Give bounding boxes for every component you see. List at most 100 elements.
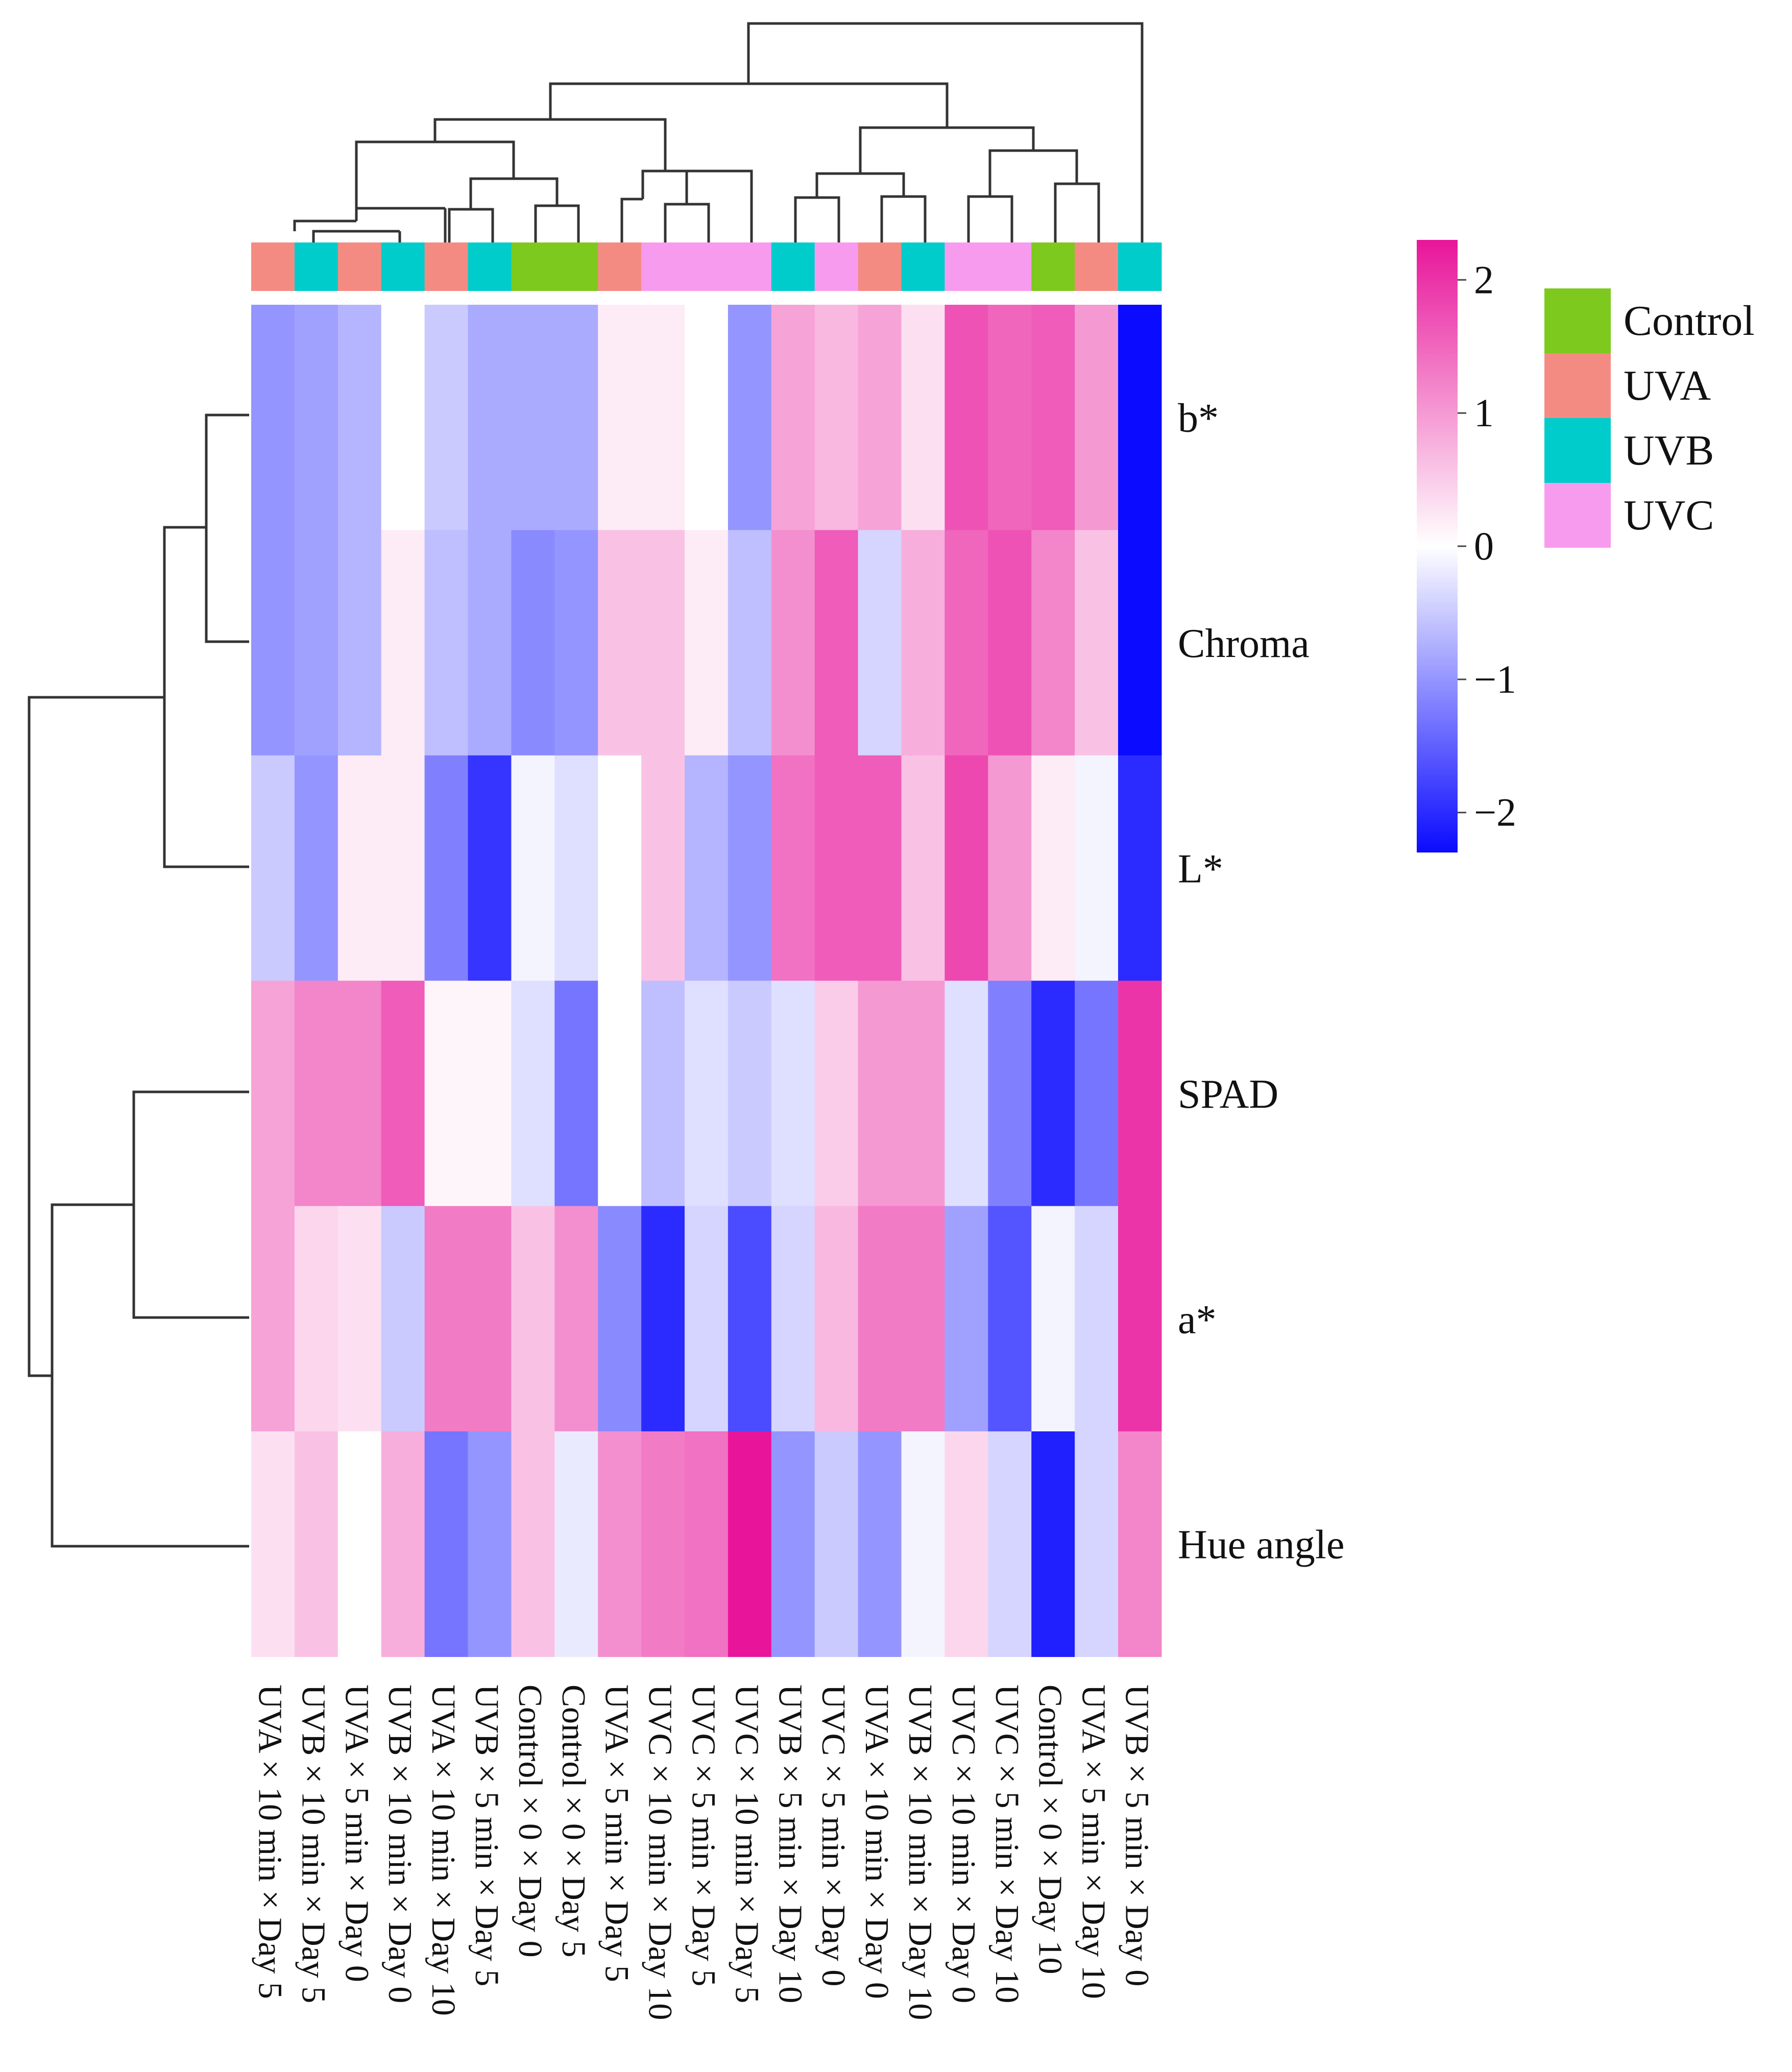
heatmap-cell: [554, 755, 598, 981]
heatmap-cell: [858, 305, 902, 530]
heatmap-cell: [511, 981, 555, 1207]
heatmap-cell: [988, 755, 1032, 981]
colorbar-tick-label: 1: [1474, 391, 1494, 435]
heatmap-cell: [1118, 981, 1162, 1207]
row-label: L*: [1178, 847, 1223, 892]
heatmap-cell: [641, 755, 685, 981]
heatmap-cell: [814, 981, 859, 1207]
heatmap-cell: [424, 530, 469, 756]
heatmap-cell: [468, 1431, 512, 1657]
heatmap-cell: [511, 1431, 555, 1657]
heatmap-cell: [468, 755, 512, 981]
heatmap-cell: [511, 305, 555, 530]
group-strip-cell: [988, 242, 1032, 291]
heatmap-cell: [424, 305, 469, 530]
column-label: UVA × 10 min × Day 0: [858, 1685, 895, 1999]
heatmap-cell: [988, 981, 1032, 1207]
heatmap-cell: [337, 305, 382, 530]
heatmap-cell: [901, 1431, 945, 1657]
heatmap-cell: [424, 1206, 469, 1432]
column-label: UVC × 5 min × Day 10: [988, 1685, 1026, 2003]
heatmap-cell: [294, 755, 338, 981]
group-strip-cell: [685, 242, 729, 291]
row-label: SPAD: [1178, 1072, 1278, 1117]
group-legend: Control UVA UVB UVC: [1544, 288, 1755, 548]
heatmap-cell: [294, 981, 338, 1207]
heatmap-cell: [771, 1206, 815, 1432]
heatmap-cell: [858, 1431, 902, 1657]
row-label: b*: [1178, 396, 1219, 441]
heatmap-cell: [685, 1206, 729, 1432]
heatmap-cell: [685, 981, 729, 1207]
group-strip-cell: [1075, 242, 1119, 291]
colorbar: [1417, 240, 1458, 852]
heatmap-cell: [1031, 981, 1075, 1207]
group-strip-cell: [511, 242, 555, 291]
heatmap-cell: [1031, 1431, 1075, 1657]
heatmap-cell: [814, 305, 859, 530]
heatmap-cell: [598, 1431, 642, 1657]
group-strip-cell: [1031, 242, 1075, 291]
heatmap-cell: [945, 981, 988, 1207]
heatmap-cell: [1118, 1431, 1162, 1657]
heatmap-cell: [858, 1206, 902, 1432]
heatmap-cell: [901, 305, 945, 530]
heatmap-cell: [337, 1206, 382, 1432]
heatmap-cell: [294, 1431, 338, 1657]
legend-swatch-control: [1544, 288, 1611, 353]
heatmap-cell: [251, 755, 295, 981]
heatmap-cell: [381, 530, 425, 756]
heatmap-cell: [511, 755, 555, 981]
colorbar-tick-label: −1: [1474, 657, 1516, 701]
group-strip-cell: [901, 242, 945, 291]
group-strip-cell: [858, 242, 902, 291]
heatmap-cell: [468, 305, 512, 530]
heatmap-cell: [771, 981, 815, 1207]
heatmap-cell: [945, 530, 988, 756]
group-strip-cell: [771, 242, 815, 291]
heatmap-cell: [814, 1431, 859, 1657]
heatmap-cell: [1118, 1206, 1162, 1432]
heatmap-cell: [424, 755, 469, 981]
heatmap-cell: [598, 755, 642, 981]
heatmap-cell: [814, 530, 859, 756]
heatmap-cell: [294, 1206, 338, 1432]
heatmap-cell: [554, 1206, 598, 1432]
column-label: UVA × 5 min × Day 0: [338, 1685, 375, 1982]
colorbar-legend: 2 1 0 −1 −2: [1417, 240, 1516, 852]
legend-label: UVB: [1624, 427, 1714, 474]
column-label: UVA × 10 min × Day 5: [252, 1685, 289, 1999]
heatmap-cell: [1075, 981, 1119, 1207]
heatmap-cell: [945, 305, 988, 530]
heatmap-cell: [251, 305, 295, 530]
heatmap-cell: [641, 981, 685, 1207]
legend-label: UVA: [1624, 362, 1711, 409]
heatmap-cell: [598, 1206, 642, 1432]
group-strip-cell: [554, 242, 598, 291]
heatmap-cell: [1031, 305, 1075, 530]
row-label: Hue angle: [1178, 1523, 1345, 1568]
heatmap-cell: [945, 1206, 988, 1432]
heatmap-cell: [814, 1206, 859, 1432]
heatmap-cell: [1075, 530, 1119, 756]
heatmap-cell: [1075, 1206, 1119, 1432]
heatmap-cell: [901, 530, 945, 756]
heatmap-cell: [641, 1431, 685, 1657]
column-label: UVC × 10 min × Day 0: [945, 1685, 982, 2003]
heatmap-cell: [945, 755, 988, 981]
heatmap-cells: [251, 305, 1162, 1657]
group-strip-cell: [814, 242, 859, 291]
column-label: UVB × 10 min × Day 0: [381, 1685, 419, 2003]
heatmap-cell: [685, 530, 729, 756]
heatmap-cell: [685, 305, 729, 530]
heatmap-cell: [988, 1206, 1032, 1432]
heatmap-cell: [381, 981, 425, 1207]
heatmap-cell: [1031, 1206, 1075, 1432]
heatmap-cell: [728, 530, 772, 756]
heatmap-cell: [1075, 305, 1119, 530]
heatmap-cell: [554, 530, 598, 756]
heatmap-cell: [381, 755, 425, 981]
row-label: Chroma: [1178, 621, 1310, 666]
heatmap-cell: [771, 755, 815, 981]
